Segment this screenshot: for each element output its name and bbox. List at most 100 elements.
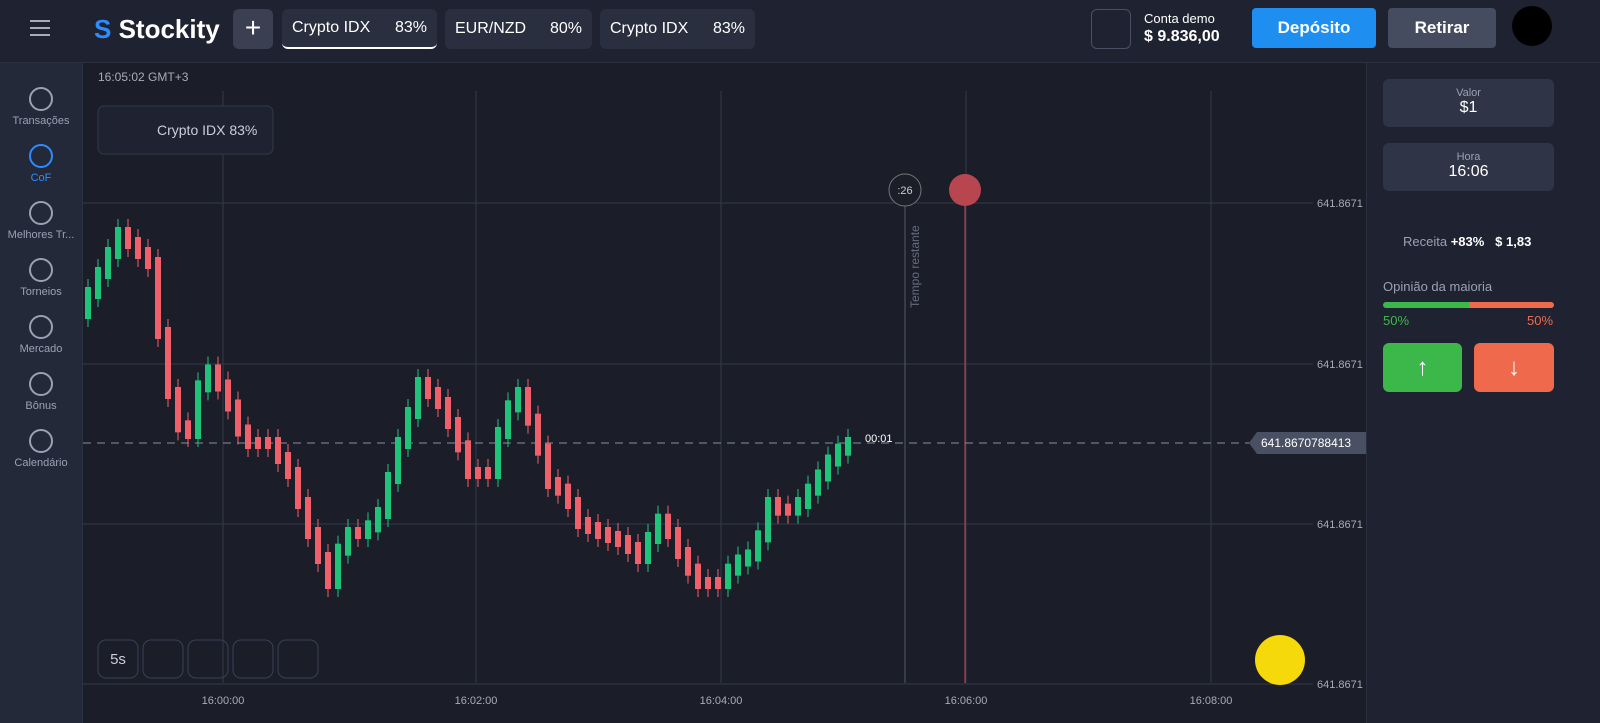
- tab-pct: 80%: [549, 20, 582, 37]
- candle-body: [765, 497, 771, 543]
- nav-item[interactable]: Calendário: [0, 429, 82, 469]
- candle-body: [485, 467, 491, 479]
- menu[interactable]: [30, 20, 50, 22]
- candle-body: [195, 380, 201, 439]
- remaining-label: Tempo restante: [908, 225, 922, 308]
- candle-body: [655, 513, 661, 544]
- candle-body: [375, 507, 381, 533]
- candle-body: [155, 257, 161, 339]
- candle-body: [835, 443, 841, 467]
- nav-item[interactable]: Bônus: [0, 372, 82, 412]
- candle-body: [695, 563, 701, 589]
- chart: 16:00:00 16:02:00 16:04:00 16:06:00 16:08:00…: [83, 63, 1366, 723]
- candle-body: [795, 497, 801, 516]
- down-button[interactable]: ↓: [1474, 343, 1554, 392]
- candle-body: [315, 527, 321, 564]
- time: 16:06: [1448, 163, 1489, 180]
- nav-label: Calendário: [14, 457, 68, 469]
- top-bar: S Stockity + Crypto IDX 83% EUR/NZD 80% Cr…: [0, 0, 1600, 63]
- candle-body: [345, 527, 351, 556]
- candle-body: [565, 483, 571, 509]
- candle-body: [385, 472, 391, 519]
- deposit-button[interactable]: Depósito: [1252, 8, 1376, 48]
- add-tab[interactable]: +: [233, 9, 273, 49]
- nav-item[interactable]: Torneios: [0, 258, 82, 298]
- candle-body: [405, 407, 411, 449]
- price-tag: [1249, 432, 1366, 454]
- candle-body: [355, 527, 361, 539]
- up-button[interactable]: ↑: [1383, 343, 1462, 392]
- candle-body: [105, 247, 111, 279]
- tool-button: [232, 639, 274, 679]
- candle-body: [395, 437, 401, 484]
- candle-body: [445, 397, 451, 429]
- brand-text: Stockity: [118, 14, 220, 44]
- candle-body: [255, 437, 261, 449]
- candle-body: [95, 267, 101, 299]
- candle-body: [595, 522, 601, 539]
- candle-body: [305, 497, 311, 539]
- up-bar: [1383, 302, 1469, 308]
- y-tick-label: 641.8671: [1317, 198, 1363, 210]
- nav-item[interactable]: CoF: [0, 144, 82, 184]
- refresh[interactable]: [1091, 9, 1131, 49]
- candle-body: [125, 227, 131, 249]
- candle-body: [495, 427, 501, 479]
- nav-item[interactable]: Transações: [0, 87, 82, 127]
- down-bar: [1469, 302, 1554, 308]
- candle-body: [525, 387, 531, 426]
- nav-label: Torneios: [20, 286, 62, 298]
- avatar[interactable]: [1512, 6, 1552, 46]
- candle-body: [685, 547, 691, 576]
- time-box[interactable]: Hora 16:06: [1383, 143, 1554, 191]
- remaining: :26: [897, 185, 912, 197]
- candle-body: [145, 247, 151, 269]
- candle-body: [735, 554, 741, 576]
- candle-body: [225, 379, 231, 412]
- income-pct: +83%: [1450, 234, 1485, 249]
- y-tick-label: 641.8671: [1317, 519, 1363, 531]
- x-tick-label: 16:06:00: [945, 695, 988, 707]
- nav-item[interactable]: Melhores Tr...: [0, 201, 82, 241]
- tool-button: [142, 639, 184, 679]
- income: Receita +83% $ 1,83: [1403, 234, 1531, 249]
- candle-body: [725, 563, 731, 589]
- nav-label: CoF: [30, 172, 52, 184]
- countdown: 00:01: [865, 433, 893, 445]
- candle-body: [755, 530, 761, 562]
- candle-body: [645, 532, 651, 564]
- candle-body: [415, 377, 421, 419]
- expiry-circle: [949, 174, 981, 206]
- tool-button: [187, 639, 229, 679]
- account-label[interactable]: Conta demo: [1144, 11, 1215, 26]
- y-tick-label: 641.8671: [1317, 679, 1363, 691]
- amount: $1: [1459, 99, 1478, 116]
- nav-item[interactable]: Mercado: [0, 315, 82, 355]
- price-label: 641.8670788413: [1261, 436, 1351, 450]
- sidebar: Transações CoF Melhores Tr... Torneios Merca…: [0, 63, 83, 723]
- candle-body: [675, 527, 681, 559]
- candle-body: [715, 577, 721, 589]
- candle-body: [625, 535, 631, 554]
- candle-body: [585, 517, 591, 534]
- up-pct: 50%: [1383, 313, 1410, 328]
- amount-box[interactable]: Valor $1: [1383, 79, 1554, 127]
- candle-body: [555, 477, 561, 496]
- tab[interactable]: Crypto IDX 83%: [600, 9, 755, 49]
- candle-body: [605, 527, 611, 543]
- candle-body: [275, 437, 281, 464]
- candle-body: [785, 503, 791, 516]
- clock: 16:05:02 GMT+3: [98, 70, 189, 84]
- candle-body: [115, 227, 121, 259]
- withdraw-button[interactable]: Retirar: [1388, 8, 1496, 48]
- candle-body: [135, 237, 141, 259]
- candle-body: [575, 497, 581, 529]
- timer-circle: [888, 173, 922, 207]
- candle-body: [215, 364, 221, 392]
- tab[interactable]: EUR/NZD 80%: [445, 9, 592, 49]
- candle-body: [285, 452, 291, 479]
- tab[interactable]: Crypto IDX 83%: [282, 9, 437, 49]
- candle-body: [365, 520, 371, 539]
- nav-icon: [29, 144, 53, 168]
